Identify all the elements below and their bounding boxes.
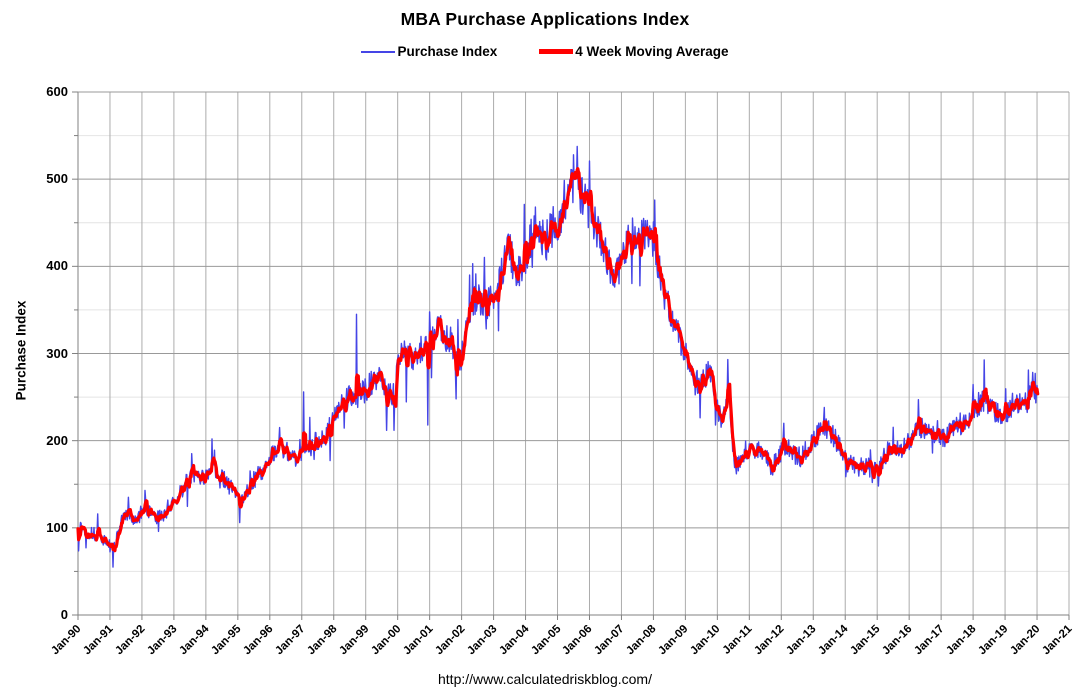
y-tick-label: 300 [46, 345, 68, 361]
y-tick-label: 0 [60, 607, 68, 622]
y-axis-title: Purchase Index [13, 300, 29, 401]
y-tick-label: 500 [46, 171, 68, 187]
legend-label-moving-average: 4 Week Moving Average [575, 44, 729, 59]
purchase-index-line-swatch [361, 50, 396, 53]
chart-title: MBA Purchase Applications Index [400, 9, 690, 29]
moving-average-line-swatch [539, 49, 574, 54]
moving-average-line [76, 167, 1040, 553]
legend-label-purchase-index: Purchase Index [397, 44, 498, 59]
legend-item-purchase-index: Purchase Index [361, 44, 497, 59]
legend-item-moving-average: 4 Week Moving Average [539, 44, 729, 59]
y-tick-label: 400 [46, 258, 68, 274]
y-tick-label: 200 [46, 432, 68, 448]
source-url[interactable]: http://www.calculatedriskblog.com/ [438, 671, 652, 687]
chart-legend: Purchase Index 4 Week Moving Average [0, 44, 1090, 59]
y-tick-label: 600 [46, 84, 68, 99]
y-tick-label: 100 [46, 519, 68, 535]
